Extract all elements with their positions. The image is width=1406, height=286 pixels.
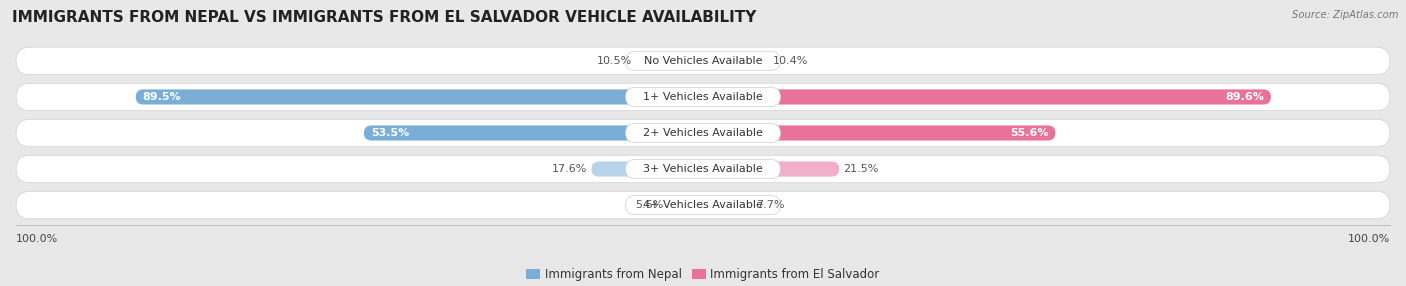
Text: 2+ Vehicles Available: 2+ Vehicles Available bbox=[643, 128, 763, 138]
FancyBboxPatch shape bbox=[592, 162, 703, 176]
FancyBboxPatch shape bbox=[637, 53, 703, 68]
Text: 10.5%: 10.5% bbox=[598, 56, 633, 66]
FancyBboxPatch shape bbox=[703, 53, 769, 68]
FancyBboxPatch shape bbox=[703, 198, 752, 212]
FancyBboxPatch shape bbox=[626, 123, 780, 143]
FancyBboxPatch shape bbox=[668, 198, 703, 212]
Legend: Immigrants from Nepal, Immigrants from El Salvador: Immigrants from Nepal, Immigrants from E… bbox=[522, 263, 884, 286]
Text: 89.5%: 89.5% bbox=[143, 92, 181, 102]
Text: Source: ZipAtlas.com: Source: ZipAtlas.com bbox=[1292, 10, 1398, 20]
Text: 100.0%: 100.0% bbox=[15, 234, 58, 244]
FancyBboxPatch shape bbox=[15, 119, 1391, 147]
FancyBboxPatch shape bbox=[703, 126, 1056, 140]
Text: 53.5%: 53.5% bbox=[371, 128, 409, 138]
FancyBboxPatch shape bbox=[626, 87, 780, 107]
FancyBboxPatch shape bbox=[626, 51, 780, 71]
FancyBboxPatch shape bbox=[15, 83, 1391, 111]
Text: 7.7%: 7.7% bbox=[756, 200, 785, 210]
FancyBboxPatch shape bbox=[703, 162, 839, 176]
Text: IMMIGRANTS FROM NEPAL VS IMMIGRANTS FROM EL SALVADOR VEHICLE AVAILABILITY: IMMIGRANTS FROM NEPAL VS IMMIGRANTS FROM… bbox=[13, 10, 756, 25]
Text: 10.4%: 10.4% bbox=[773, 56, 808, 66]
FancyBboxPatch shape bbox=[15, 155, 1391, 183]
Text: 100.0%: 100.0% bbox=[1348, 234, 1391, 244]
Text: 5.6%: 5.6% bbox=[636, 200, 664, 210]
Text: 21.5%: 21.5% bbox=[844, 164, 879, 174]
FancyBboxPatch shape bbox=[364, 126, 703, 140]
Text: No Vehicles Available: No Vehicles Available bbox=[644, 56, 762, 66]
FancyBboxPatch shape bbox=[15, 191, 1391, 219]
Text: 55.6%: 55.6% bbox=[1010, 128, 1049, 138]
FancyBboxPatch shape bbox=[15, 47, 1391, 75]
FancyBboxPatch shape bbox=[136, 90, 703, 104]
Text: 17.6%: 17.6% bbox=[553, 164, 588, 174]
FancyBboxPatch shape bbox=[626, 195, 780, 215]
Text: 3+ Vehicles Available: 3+ Vehicles Available bbox=[643, 164, 763, 174]
Text: 1+ Vehicles Available: 1+ Vehicles Available bbox=[643, 92, 763, 102]
Text: 4+ Vehicles Available: 4+ Vehicles Available bbox=[643, 200, 763, 210]
FancyBboxPatch shape bbox=[703, 90, 1271, 104]
Text: 89.6%: 89.6% bbox=[1225, 92, 1264, 102]
FancyBboxPatch shape bbox=[626, 159, 780, 179]
